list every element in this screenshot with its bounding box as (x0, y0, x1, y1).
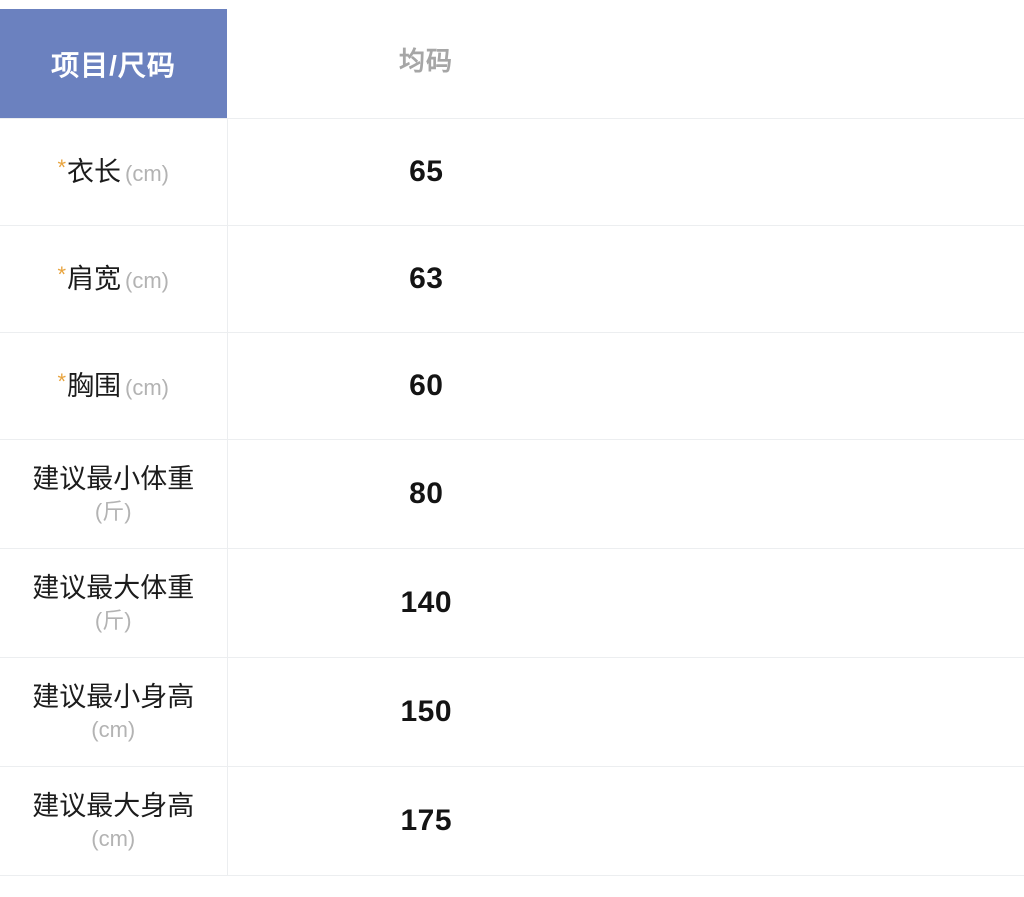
row-label-text: 建议最小身高 (32, 681, 195, 712)
row-label-text: 建议最大身高 (32, 790, 195, 821)
row-value-cell: 65 (227, 119, 1024, 226)
row-label: *胸围 (cm) (6, 368, 221, 404)
row-value: 63 (409, 262, 444, 295)
row-label: *衣长 (cm) (6, 154, 221, 190)
row-label-cell: *胸围 (cm) (0, 332, 228, 440)
row-label: 建议最小体重 (斤) (6, 463, 221, 525)
table-row: 建议最大体重 (斤) 140 (0, 548, 1024, 658)
row-unit: (斤) (94, 607, 132, 633)
row-label-cell: 建议最大身高 (cm) (0, 766, 228, 876)
row-value-cell: 60 (227, 333, 1024, 440)
row-value-cell: 150 (227, 658, 1024, 767)
row-value: 60 (409, 369, 444, 402)
row-value: 80 (409, 477, 444, 510)
row-unit: (cm) (125, 268, 170, 294)
row-label-cell: *衣长 (cm) (0, 118, 228, 226)
table-row: 建议最大身高 (cm) 175 (0, 766, 1024, 876)
row-label-text: 建议最大体重 (32, 572, 195, 603)
row-label: 建议最小身高 (cm) (6, 681, 221, 743)
row-label: 建议最大体重 (斤) (6, 572, 221, 634)
row-label: 建议最大身高 (cm) (6, 790, 221, 852)
table-row: *胸围 (cm) 60 (0, 332, 1024, 440)
row-value-cell: 140 (227, 549, 1024, 658)
row-label-cell: *肩宽 (cm) (0, 225, 228, 333)
row-value: 140 (400, 586, 453, 619)
row-label-text: 建议最小体重 (32, 463, 195, 494)
row-label-text: 肩宽 (67, 264, 122, 295)
row-label-cell: 建议最小体重 (斤) (0, 439, 228, 549)
row-label: *肩宽 (cm) (6, 261, 221, 297)
row-unit: (cm) (125, 161, 170, 187)
table-header: 项目/尺码 均码 (0, 0, 1024, 119)
table-row: 建议最小身高 (cm) 150 (0, 657, 1024, 767)
table-header-row: 项目/尺码 均码 (0, 0, 1024, 119)
table-row: *衣长 (cm) 65 (0, 118, 1024, 226)
row-label-text: 胸围 (67, 371, 122, 402)
required-asterisk-icon: * (57, 369, 67, 395)
required-asterisk-icon: * (57, 155, 67, 181)
table-row: *肩宽 (cm) 63 (0, 225, 1024, 333)
table-row: 建议最小体重 (斤) 80 (0, 439, 1024, 549)
header-item-label: 项目/尺码 (0, 9, 227, 118)
row-unit: (cm) (125, 375, 170, 401)
header-cell-onesize: 均码 (227, 0, 1024, 119)
row-unit: (cm) (91, 825, 136, 851)
header-onesize-label: 均码 (398, 45, 453, 76)
table-body: *衣长 (cm) 65 *肩宽 (cm) 63 *胸围 (cm) (0, 118, 1024, 876)
row-label-cell: 建议最小身高 (cm) (0, 657, 228, 767)
row-label-text: 衣长 (67, 157, 122, 188)
row-value: 175 (400, 804, 453, 837)
header-cell-item: 项目/尺码 (0, 0, 227, 119)
row-value-cell: 80 (227, 440, 1024, 549)
row-value: 65 (409, 155, 444, 188)
row-unit: (斤) (94, 498, 132, 524)
required-asterisk-icon: * (57, 262, 67, 288)
row-unit: (cm) (91, 716, 136, 742)
size-chart-table: 项目/尺码 均码 *衣长 (cm) 65 *肩宽 (cm) (0, 0, 1024, 876)
row-label-cell: 建议最大体重 (斤) (0, 548, 228, 658)
row-value-cell: 63 (227, 226, 1024, 333)
row-value-cell: 175 (227, 767, 1024, 876)
row-value: 150 (400, 695, 453, 728)
